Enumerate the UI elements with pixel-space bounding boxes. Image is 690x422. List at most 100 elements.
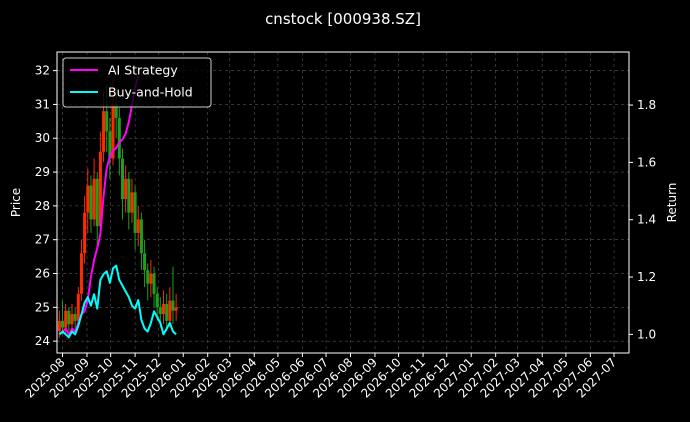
price-candle bbox=[162, 290, 166, 325]
candle-body bbox=[174, 307, 178, 311]
price-candle bbox=[165, 293, 169, 332]
candle-body bbox=[171, 300, 175, 311]
right-axis-ticks: 1.0 1.2 1.4 1.6 1.8 bbox=[629, 98, 656, 341]
left-tick-label: 25 bbox=[35, 300, 50, 314]
right-tick-label: 1.4 bbox=[637, 213, 656, 227]
left-tick-label: 24 bbox=[35, 334, 50, 348]
candle-body bbox=[111, 104, 115, 159]
price-candle bbox=[174, 293, 178, 321]
left-tick-label: 26 bbox=[35, 267, 50, 281]
price-candle bbox=[139, 212, 143, 271]
candle-body bbox=[136, 219, 140, 233]
candle-body bbox=[130, 192, 134, 213]
candle-body bbox=[155, 293, 159, 308]
price-candle bbox=[168, 287, 172, 328]
price-candle bbox=[149, 259, 153, 298]
price-candle bbox=[89, 175, 93, 233]
plot-frame bbox=[56, 51, 630, 354]
left-tick-label: 32 bbox=[35, 64, 50, 78]
left-tick-label: 28 bbox=[35, 199, 50, 213]
legend-entry: AI Strategy bbox=[70, 63, 178, 78]
candle-body bbox=[143, 253, 147, 271]
right-axis-label: Return bbox=[665, 183, 679, 223]
price-candle bbox=[146, 263, 150, 301]
series-ai-strategy-line bbox=[58, 76, 140, 336]
price-candle bbox=[136, 205, 140, 247]
candle-body bbox=[73, 314, 77, 321]
price-candle bbox=[73, 307, 77, 328]
candle-body bbox=[86, 185, 90, 213]
candle-body bbox=[89, 185, 93, 220]
candle-body bbox=[67, 310, 71, 325]
candle-body bbox=[146, 270, 150, 284]
candle-body bbox=[102, 111, 106, 152]
x-axis-ticks: 2025-082025-092025-102025-112025-122026-… bbox=[22, 353, 619, 401]
candle-body bbox=[158, 307, 162, 315]
price-candle bbox=[70, 303, 74, 332]
left-axis-ticks: 24 25 26 27 28 29 30 31 32 bbox=[35, 64, 57, 348]
left-tick-label: 29 bbox=[35, 165, 50, 179]
candle-body bbox=[139, 219, 143, 254]
price-candle bbox=[133, 185, 137, 250]
candle-body bbox=[127, 178, 131, 213]
legend-label: Buy-and-Hold bbox=[108, 85, 193, 100]
series-lines bbox=[58, 76, 177, 339]
right-tick-label: 1.2 bbox=[637, 270, 656, 284]
price-candle bbox=[86, 168, 90, 233]
left-tick-label: 27 bbox=[35, 233, 50, 247]
candle-body bbox=[114, 104, 118, 118]
candle-body bbox=[117, 117, 121, 159]
candle-body bbox=[95, 178, 99, 227]
candle-body bbox=[92, 178, 96, 220]
price-candle bbox=[120, 148, 124, 220]
candle-body bbox=[124, 178, 128, 200]
price-candle bbox=[171, 266, 175, 325]
candle-body bbox=[162, 303, 166, 315]
candle-body bbox=[108, 131, 112, 159]
right-tick-label: 1.0 bbox=[637, 327, 656, 341]
price-candle bbox=[152, 266, 156, 308]
price-candle bbox=[67, 307, 71, 332]
right-tick-label: 1.8 bbox=[637, 98, 656, 112]
candle-body bbox=[57, 320, 61, 332]
left-tick-label: 31 bbox=[35, 97, 50, 111]
legend-box bbox=[62, 57, 212, 108]
price-candle bbox=[83, 195, 87, 264]
candle-body bbox=[152, 273, 156, 294]
candle-body bbox=[149, 273, 153, 284]
left-tick-label: 30 bbox=[35, 131, 50, 145]
price-candle bbox=[108, 117, 112, 179]
price-candle bbox=[130, 178, 134, 223]
candle-body bbox=[64, 310, 68, 328]
price-candle bbox=[143, 239, 147, 288]
price-candle bbox=[127, 172, 131, 230]
left-axis-label: Price bbox=[9, 188, 23, 217]
chart-title: cnstock [000938.SZ] bbox=[265, 10, 421, 28]
price-candles bbox=[57, 77, 178, 338]
grid bbox=[57, 52, 629, 353]
candle-body bbox=[70, 314, 74, 325]
candle-body bbox=[165, 303, 169, 321]
candle-body bbox=[98, 151, 102, 227]
candle-body bbox=[61, 320, 65, 328]
price-candle bbox=[98, 131, 102, 233]
candle-body bbox=[133, 192, 137, 233]
right-tick-label: 1.6 bbox=[637, 155, 656, 169]
legend-label: AI Strategy bbox=[108, 63, 178, 78]
price-candle bbox=[61, 300, 65, 335]
price-candle bbox=[92, 158, 96, 227]
candle-body bbox=[76, 293, 80, 321]
series-buy-and-hold-line bbox=[58, 264, 177, 339]
legend-entry: Buy-and-Hold bbox=[70, 85, 193, 100]
price-candle bbox=[95, 172, 99, 247]
candle-body bbox=[83, 212, 87, 254]
candle-body bbox=[105, 111, 109, 132]
price-candle bbox=[79, 239, 83, 301]
legend: AI Strategy Buy-and-Hold bbox=[62, 57, 212, 108]
price-candle bbox=[124, 165, 128, 213]
candle-body bbox=[168, 300, 172, 321]
candle-body bbox=[79, 253, 83, 294]
candle-body bbox=[120, 158, 124, 200]
